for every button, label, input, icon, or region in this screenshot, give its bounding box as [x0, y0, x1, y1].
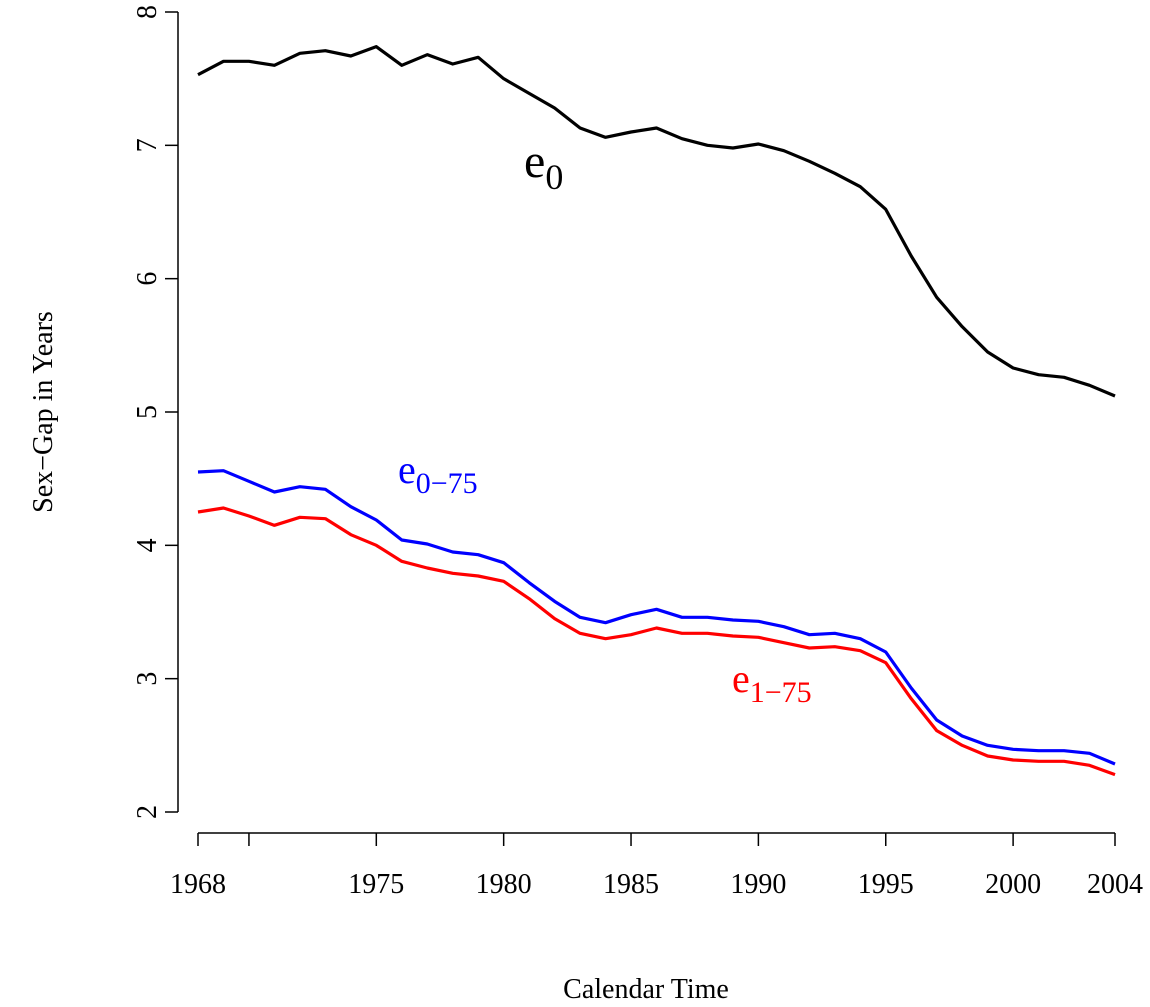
series-label: e0−75 — [398, 447, 478, 500]
series-label-name: e — [524, 135, 545, 188]
line — [197, 45, 1116, 398]
x-tick-label: 1975 — [348, 869, 404, 900]
series-label-subscript: 0−75 — [416, 467, 478, 500]
x-tick-label: 1968 — [170, 869, 226, 900]
series-label: e0 — [524, 135, 563, 197]
series-label-name: e — [398, 447, 416, 492]
y-tick-label: 4 — [132, 538, 163, 552]
line — [197, 506, 1116, 777]
y-axis-label: Sex−Gap in Years — [28, 311, 59, 513]
x-tick-label: 1990 — [730, 869, 786, 900]
y-tick-label: 2 — [132, 805, 163, 819]
series-label: e1−75 — [732, 656, 812, 709]
x-tick-label: 2000 — [985, 869, 1041, 900]
x-tick-label: 1980 — [476, 869, 532, 900]
line — [197, 469, 1116, 766]
y-tick-label: 3 — [132, 672, 163, 686]
y-tick-label: 7 — [132, 138, 163, 152]
series-label-subscript: 0 — [545, 157, 563, 197]
x-tick-label: 1995 — [858, 869, 914, 900]
y-tick-label: 8 — [132, 5, 163, 19]
series-label-subscript: 1−75 — [750, 676, 812, 709]
x-tick-label: 1985 — [603, 869, 659, 900]
y-tick-label: 5 — [132, 405, 163, 419]
y-tick-label: 6 — [132, 272, 163, 286]
x-tick-label: 2004 — [1087, 869, 1143, 900]
series-label-name: e — [732, 656, 750, 701]
x-axis-label: Calendar Time — [563, 974, 729, 1005]
